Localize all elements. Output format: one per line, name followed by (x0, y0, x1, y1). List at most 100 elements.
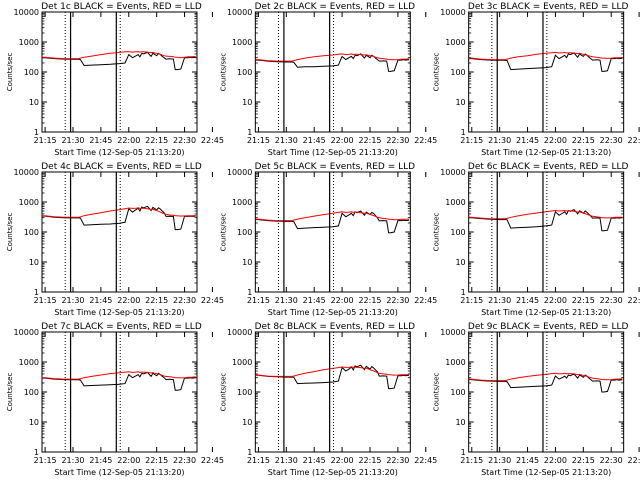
x-tick-label: 22:45 (414, 296, 437, 305)
series-lld-line (42, 207, 196, 218)
x-tick-label: 21:45 (89, 136, 112, 145)
x-tick-label: 21:30 (488, 136, 511, 145)
panel-det-5: Det 5c BLACK = Events, RED = LLD Counts/s… (219, 162, 437, 317)
x-tick-label: 22:30 (600, 136, 623, 145)
series-events-line (42, 205, 196, 231)
x-tick-label: 22:15 (572, 136, 595, 145)
series-events-line (42, 51, 196, 71)
x-axis-label: Start Time (12-Sep-05 21:13:20) (54, 148, 184, 157)
panel-title: Det 7c BLACK = Events, RED = LLD (41, 322, 202, 332)
y-tick-label: 1000 (19, 38, 39, 47)
x-tick-label: 22:15 (358, 456, 381, 465)
y-tick-label: 1000 (445, 38, 465, 47)
x-tick-label: 22:30 (600, 296, 623, 305)
y-tick-label: 10000 (14, 8, 39, 17)
y-axis-label: Counts/sec (219, 373, 227, 412)
x-tick-label: 22:45 (201, 456, 224, 465)
y-axis-label: Counts/sec (433, 213, 441, 252)
y-tick-label: 1 (461, 128, 466, 137)
series-lld-line (42, 51, 196, 60)
x-tick-label: 22:00 (117, 296, 140, 305)
y-axis-label: Counts/sec (433, 53, 441, 92)
y-tick-label: 1 (247, 128, 252, 137)
x-tick-label: 21:45 (516, 456, 539, 465)
y-tick-label: 100 (237, 388, 252, 397)
y-tick-label: 1 (34, 128, 39, 137)
x-tick-label: 22:00 (117, 456, 140, 465)
x-tick-label: 22:30 (173, 456, 196, 465)
x-axis-label: Start Time (12-Sep-05 21:13:20) (268, 148, 398, 157)
y-tick-label: 1000 (445, 358, 465, 367)
x-axis-label: Start Time (12-Sep-05 21:13:20) (54, 468, 184, 477)
x-tick-label: 21:45 (303, 456, 326, 465)
x-tick-label: 22:15 (145, 456, 168, 465)
panel-title: Det 9c BLACK = Events, RED = LLD (468, 322, 629, 332)
series-events-line (255, 53, 410, 72)
y-tick-label: 1000 (19, 358, 39, 367)
y-tick-label: 100 (24, 228, 39, 237)
y-axis-label: Counts/sec (219, 213, 227, 252)
panel-title: Det 5c BLACK = Events, RED = LLD (255, 162, 416, 172)
x-tick-label: 21:15 (247, 296, 270, 305)
y-axis-label: Counts/sec (219, 53, 227, 92)
x-tick-label: 22:15 (145, 136, 168, 145)
series-events-line (468, 52, 623, 72)
y-tick-label: 1000 (232, 358, 252, 367)
x-tick-label: 22:15 (358, 296, 381, 305)
x-tick-label: 21:15 (247, 456, 270, 465)
x-axis-label: Start Time (12-Sep-05 21:13:20) (481, 468, 611, 477)
x-tick-label: 22:45 (628, 456, 640, 465)
x-tick-label: 22:30 (386, 136, 409, 145)
panel-det-7: Det 7c BLACK = Events, RED = LLD Counts/s… (6, 322, 224, 477)
y-tick-label: 100 (450, 388, 465, 397)
panel-det-4: Det 4c BLACK = Events, RED = LLD Counts/s… (6, 162, 224, 317)
y-tick-label: 10000 (14, 168, 39, 177)
panel-det-3: Det 3c BLACK = Events, RED = LLD Counts/s… (433, 2, 640, 157)
y-tick-label: 1000 (445, 198, 465, 207)
y-axis-label: Counts/sec (433, 373, 441, 412)
series-events-line (468, 373, 623, 393)
x-tick-label: 22:30 (386, 456, 409, 465)
y-tick-label: 10 (242, 258, 252, 267)
y-tick-label: 100 (450, 68, 465, 77)
y-tick-label: 1000 (232, 198, 252, 207)
series-lld-line (468, 372, 623, 382)
x-tick-label: 21:30 (61, 136, 84, 145)
x-tick-label: 21:45 (89, 296, 112, 305)
x-tick-label: 22:45 (628, 136, 640, 145)
x-tick-label: 22:00 (331, 456, 354, 465)
y-tick-label: 1 (461, 288, 466, 297)
series-events-line (255, 364, 410, 390)
x-tick-label: 22:00 (544, 136, 567, 145)
y-tick-label: 10000 (440, 328, 465, 337)
series-events-line (42, 371, 196, 391)
x-tick-label: 22:00 (331, 136, 354, 145)
y-tick-label: 100 (237, 228, 252, 237)
x-tick-label: 22:45 (414, 136, 437, 145)
x-tick-label: 22:00 (544, 296, 567, 305)
x-axis-label: Start Time (12-Sep-05 21:13:20) (54, 308, 184, 317)
y-tick-label: 100 (450, 228, 465, 237)
x-tick-label: 21:45 (516, 296, 539, 305)
x-tick-label: 22:15 (572, 296, 595, 305)
x-tick-label: 21:45 (516, 136, 539, 145)
y-tick-label: 10 (29, 418, 39, 427)
y-tick-label: 10 (242, 98, 252, 107)
y-axis-label: Counts/sec (6, 373, 14, 412)
y-tick-label: 10000 (440, 8, 465, 17)
y-tick-label: 10000 (227, 328, 252, 337)
y-tick-label: 10000 (14, 328, 39, 337)
y-tick-label: 10000 (440, 168, 465, 177)
y-tick-label: 10 (29, 98, 39, 107)
y-tick-label: 10 (455, 418, 465, 427)
panel-det-6: Det 6c BLACK = Events, RED = LLD Counts/s… (433, 162, 640, 317)
y-tick-label: 10000 (227, 8, 252, 17)
y-tick-label: 1 (34, 288, 39, 297)
x-tick-label: 22:30 (600, 456, 623, 465)
y-tick-label: 1 (247, 448, 252, 457)
x-tick-label: 21:15 (34, 296, 57, 305)
panel-title: Det 8c BLACK = Events, RED = LLD (255, 322, 416, 332)
y-tick-label: 100 (237, 68, 252, 77)
x-tick-label: 21:30 (275, 296, 298, 305)
y-tick-label: 1000 (19, 198, 39, 207)
